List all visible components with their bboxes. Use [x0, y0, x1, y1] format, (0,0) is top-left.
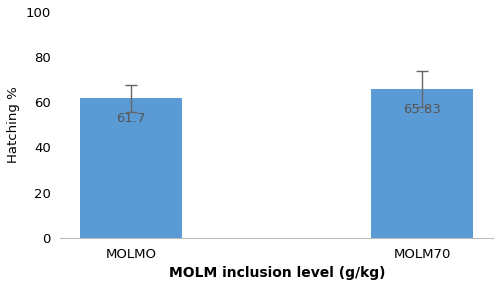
X-axis label: MOLM inclusion level (g/kg): MOLM inclusion level (g/kg) [168, 266, 385, 280]
Y-axis label: Hatching %: Hatching % [7, 86, 20, 163]
Bar [372, 89, 474, 238]
Text: 65.83: 65.83 [404, 103, 442, 116]
Bar [80, 98, 182, 238]
Text: 61.7: 61.7 [116, 112, 146, 125]
